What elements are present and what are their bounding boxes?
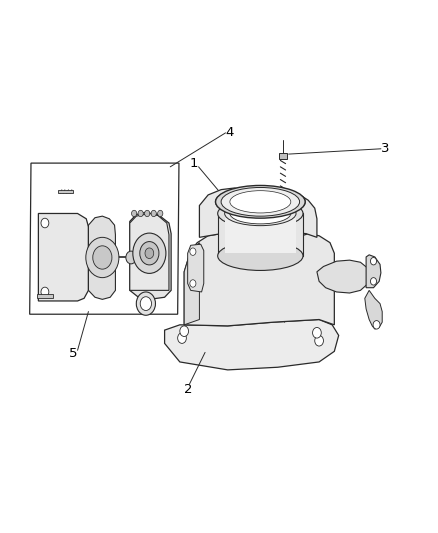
Circle shape (373, 320, 380, 329)
Polygon shape (130, 214, 169, 290)
Circle shape (158, 211, 163, 216)
Ellipse shape (215, 187, 305, 217)
Circle shape (131, 211, 137, 216)
Text: 4: 4 (226, 126, 234, 140)
Circle shape (93, 246, 112, 269)
Ellipse shape (218, 241, 303, 270)
Text: 5: 5 (69, 348, 78, 360)
Circle shape (371, 257, 377, 265)
Circle shape (371, 278, 377, 285)
Ellipse shape (220, 188, 301, 216)
Bar (279, 153, 287, 159)
Circle shape (180, 326, 188, 336)
Polygon shape (37, 294, 53, 298)
Polygon shape (184, 233, 334, 326)
Ellipse shape (215, 185, 305, 218)
Circle shape (190, 280, 196, 287)
Circle shape (315, 335, 323, 346)
Circle shape (86, 237, 119, 278)
Polygon shape (225, 214, 296, 253)
Ellipse shape (218, 199, 303, 228)
Ellipse shape (230, 191, 291, 213)
Polygon shape (130, 213, 171, 300)
Polygon shape (58, 190, 73, 193)
Circle shape (126, 251, 136, 264)
Ellipse shape (221, 188, 300, 216)
Circle shape (151, 211, 156, 216)
Polygon shape (30, 163, 179, 314)
Ellipse shape (225, 201, 296, 225)
Polygon shape (187, 244, 204, 292)
Polygon shape (88, 216, 116, 300)
Circle shape (140, 297, 152, 311)
Text: 1: 1 (190, 157, 198, 170)
Circle shape (140, 241, 159, 265)
Circle shape (138, 211, 143, 216)
Polygon shape (366, 255, 381, 288)
Circle shape (145, 211, 150, 216)
Polygon shape (199, 188, 317, 237)
Circle shape (136, 292, 155, 316)
Circle shape (145, 248, 154, 259)
Circle shape (133, 233, 166, 273)
Polygon shape (184, 243, 199, 325)
Circle shape (41, 287, 49, 297)
Circle shape (313, 327, 321, 338)
Text: 3: 3 (381, 142, 389, 155)
Polygon shape (39, 214, 88, 301)
Circle shape (178, 333, 186, 343)
Polygon shape (218, 214, 303, 256)
Polygon shape (365, 290, 382, 329)
Polygon shape (317, 260, 369, 293)
Polygon shape (165, 319, 339, 370)
Circle shape (41, 218, 49, 228)
Circle shape (190, 248, 196, 255)
Text: 2: 2 (184, 383, 193, 396)
Ellipse shape (230, 203, 291, 224)
